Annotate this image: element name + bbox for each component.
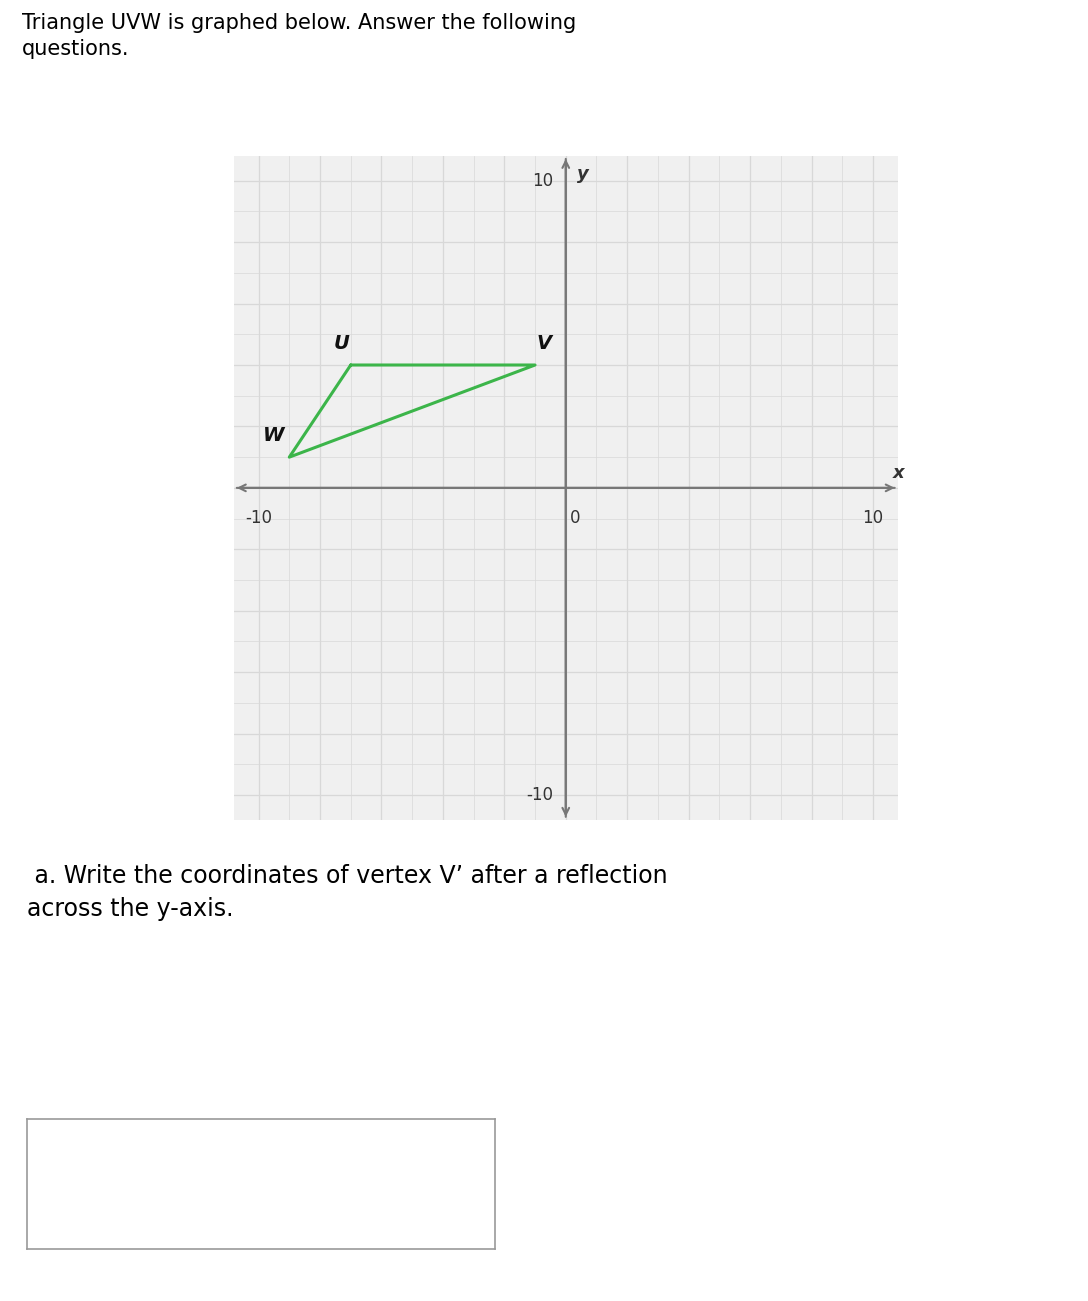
Text: y: y (577, 165, 589, 183)
Text: 10: 10 (532, 172, 554, 190)
Text: -10: -10 (245, 510, 272, 527)
Text: V: V (536, 334, 552, 353)
Text: x: x (893, 463, 904, 481)
Text: 10: 10 (863, 510, 883, 527)
Text: a. Write the coordinates of vertex V’ after a reflection
across the y-axis.: a. Write the coordinates of vertex V’ af… (27, 864, 668, 921)
Text: -10: -10 (527, 786, 554, 804)
Text: U: U (334, 334, 349, 353)
Text: W: W (263, 425, 285, 445)
Text: 0: 0 (570, 510, 580, 527)
Text: Triangle UVW is graphed below. Answer the following
questions.: Triangle UVW is graphed below. Answer th… (22, 13, 576, 60)
